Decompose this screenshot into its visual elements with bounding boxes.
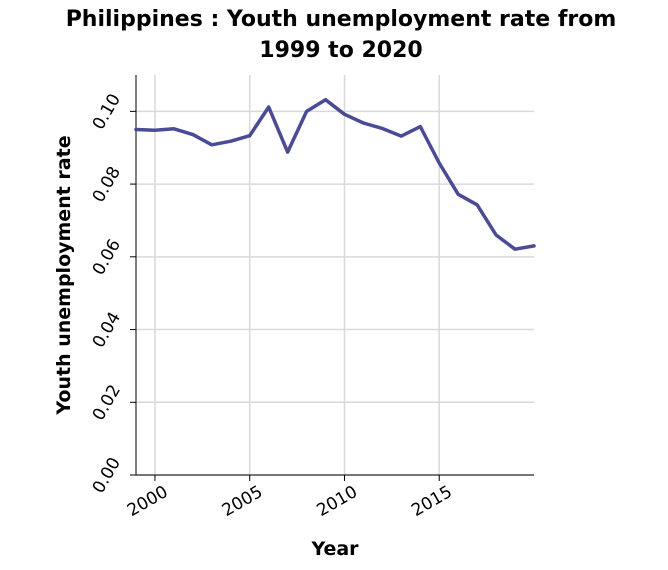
chart-title-line-2: 1999 to 2020 xyxy=(259,38,422,63)
series-line xyxy=(134,97,536,251)
x-tick-label: 2000 xyxy=(124,482,171,521)
chart-title-line-1: Philippines : Youth unemployment rate fr… xyxy=(66,7,617,32)
series xyxy=(134,97,536,251)
y-tick-label: 0.00 xyxy=(89,454,125,497)
y-tick-label: 0.04 xyxy=(89,309,125,352)
x-tick-label: 2015 xyxy=(408,482,455,521)
y-tick-label: 0.06 xyxy=(89,236,125,279)
x-tick-label: 2010 xyxy=(314,482,361,521)
x-axis-label: Year xyxy=(310,538,359,560)
tick-labels: 2000 2005 2010 2015 0.00 0.02 0.04 0.06 0.08 0.10 xyxy=(89,90,456,520)
y-axis-label: Youth unemployment rate xyxy=(53,135,75,415)
y-tick-label: 0.08 xyxy=(89,163,125,206)
x-tick-label: 2005 xyxy=(219,482,266,521)
y-tick-label: 0.10 xyxy=(89,90,125,133)
axes xyxy=(130,75,534,481)
y-tick-label: 0.02 xyxy=(89,381,125,424)
